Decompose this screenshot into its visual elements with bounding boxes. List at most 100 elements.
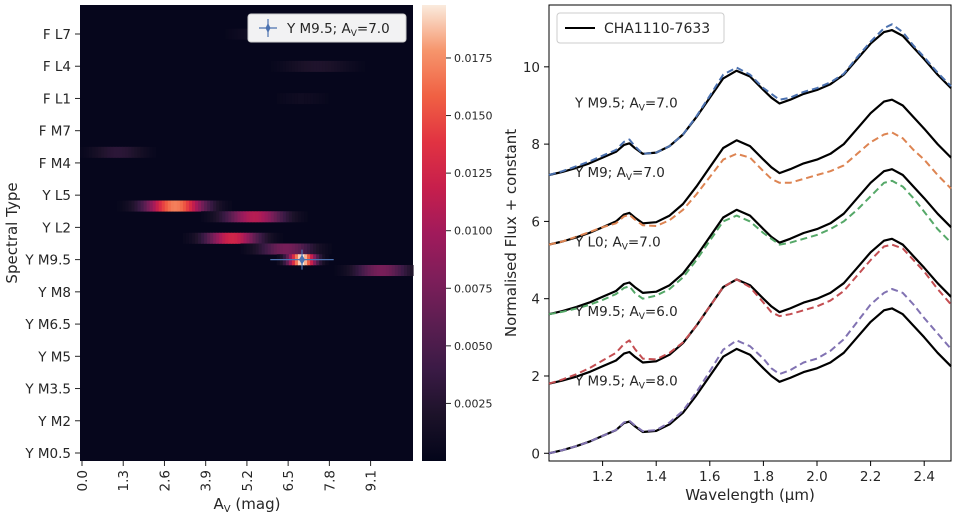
heatmap-cell — [279, 211, 284, 223]
heatmap-cell — [322, 243, 326, 255]
colorbar-tick-label: 0.0175 — [454, 52, 493, 65]
best-fit-marker — [270, 249, 334, 270]
heatmap-cell — [192, 232, 196, 244]
heatmap-cell — [310, 243, 314, 255]
heatmap-cell — [128, 146, 133, 158]
heatmap-cell — [146, 200, 151, 212]
heatmap-x-tick-label: 9.1 — [364, 470, 380, 491]
heatmap-cell — [328, 60, 332, 72]
heatmap-cell — [192, 200, 196, 212]
heatmap-cell — [316, 60, 320, 72]
heatmap-cell — [397, 264, 402, 277]
heatmap-cell — [89, 146, 93, 158]
heatmap-cell — [394, 264, 399, 277]
heatmap-cell — [195, 232, 199, 244]
heatmap-cell — [246, 243, 251, 255]
heatmap-cell — [210, 211, 214, 223]
model-label: Y M9.5; AV=6.0 — [574, 304, 678, 322]
heatmap-cell — [249, 243, 254, 255]
legend-marker-icon — [265, 23, 271, 33]
heatmap-cell — [222, 211, 226, 223]
heatmap-cell — [258, 211, 263, 223]
heatmap-cell — [361, 264, 366, 277]
heatmap-cell — [276, 93, 281, 105]
heatmap-cell — [137, 200, 142, 212]
spectra-y-ticks: 0 2 4 6 8 10 — [523, 60, 549, 462]
heatmap-cell — [116, 200, 120, 212]
heatmap-cell — [294, 243, 299, 255]
heatmap-cell — [304, 243, 308, 255]
heatmap-y-tick-label: F M4 — [39, 156, 71, 172]
heatmap-cell — [134, 200, 139, 212]
heatmap-cell — [219, 200, 223, 212]
heatmap-cell — [201, 232, 205, 244]
heatmap-cell — [237, 232, 242, 244]
heatmap-cell — [343, 60, 347, 72]
heatmap-cell — [207, 232, 211, 244]
heatmap-x-axis-label: AV (mag) — [214, 495, 281, 515]
heatmap-cell — [276, 60, 281, 72]
heatmap-cell — [297, 243, 302, 255]
heatmap-cell — [294, 211, 299, 223]
heatmap-cell — [294, 93, 299, 105]
heatmap-y-tick-label: F M7 — [39, 124, 71, 140]
heatmap-cell — [216, 232, 220, 244]
spectra-x-tick-label: 2.0 — [806, 469, 827, 485]
heatmap-cell — [261, 232, 266, 244]
heatmap-cell — [116, 146, 120, 158]
heatmap-cell — [325, 60, 329, 72]
heatmap-cell — [300, 243, 305, 255]
heatmap-cell — [304, 93, 308, 105]
heatmap-cell — [131, 200, 136, 212]
model-label: Y M9.5; AV=7.0 — [574, 95, 678, 113]
heatmap-cell — [92, 146, 96, 158]
heatmap-cell — [228, 28, 232, 40]
spectra-x-tick-label: 2.2 — [860, 469, 881, 485]
heatmap-cell — [267, 211, 272, 223]
heatmap-cell — [291, 93, 296, 105]
heatmap-cell — [216, 200, 220, 212]
heatmap-cell — [334, 264, 338, 277]
heatmap-cell — [243, 211, 248, 223]
heatmap-cell — [149, 146, 154, 158]
heatmap-x-tick-label: 3.9 — [199, 470, 215, 491]
heatmap-cell — [288, 243, 293, 255]
heatmap-cell — [128, 200, 133, 212]
heatmap-cell — [246, 232, 251, 244]
model-label: Y M9.5; AV=8.0 — [574, 374, 678, 392]
heatmap-cell — [349, 60, 354, 72]
heatmap-cell — [225, 28, 229, 40]
heatmap-cell — [188, 232, 193, 244]
heatmap-cell — [210, 200, 214, 212]
heatmap-cell — [237, 28, 242, 40]
heatmap-cell — [249, 211, 254, 223]
heatmap-y-tick-label: Y M5 — [37, 349, 71, 365]
heatmap-cell — [282, 243, 287, 255]
heatmap-y-tick-label: F L4 — [43, 59, 71, 75]
heatmap-y-tick-label: F L1 — [43, 91, 71, 107]
heatmap-cell — [297, 60, 302, 72]
heatmap-cell — [146, 146, 151, 158]
heatmap-cell — [140, 146, 145, 158]
heatmap-cell — [325, 243, 329, 255]
spectra-y-axis-label: Normalised Flux + constant — [502, 129, 520, 337]
heatmap-cell — [358, 264, 363, 277]
heatmap-cell — [255, 211, 260, 223]
heatmap-cell — [195, 200, 199, 212]
heatmap-cell — [140, 200, 145, 212]
heatmap-cell — [113, 146, 117, 158]
heatmap-cell — [294, 60, 299, 72]
heatmap-cell — [234, 211, 239, 223]
spectra-x-ticks: 1.2 1.4 1.6 1.8 2.0 2.2 2.4 — [592, 461, 935, 485]
heatmap-cell — [328, 243, 332, 255]
heatmap-cell — [98, 146, 102, 158]
heatmap-cell — [167, 200, 172, 212]
heatmap-cell — [176, 200, 181, 212]
heatmap-x-tick-label: 6.5 — [281, 470, 297, 491]
observed-spectrum-line — [548, 237, 952, 385]
heatmap-cell — [201, 211, 205, 223]
heatmap-legend: Y M9.5; AV=7.0 — [247, 13, 407, 43]
heatmap-cell — [282, 93, 287, 105]
heatmap-cell — [213, 200, 217, 212]
heatmap-cell — [246, 211, 251, 223]
